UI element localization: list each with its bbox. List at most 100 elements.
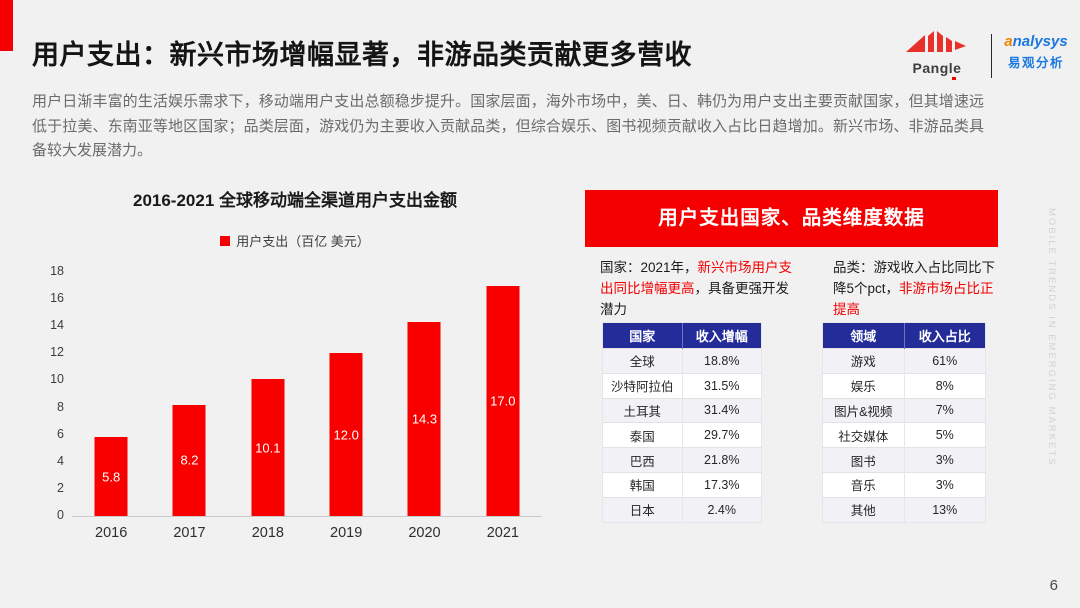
panel-header: 用户支出国家、品类维度数据 [585, 190, 998, 247]
note-category: 品类：游戏收入占比同比下降5个pct，非游市场占比正提高 [833, 257, 997, 320]
category-table-cell: 3% [903, 471, 986, 498]
category-table-cell: 图书 [822, 447, 904, 473]
category-table-cell: 13% [903, 496, 986, 523]
category-table-header-row: 领域 收入占比 [822, 322, 986, 349]
country-table-cell: 31.5% [681, 372, 762, 399]
bar-2018: 10.1 [251, 379, 285, 516]
pangle-label: Pangle [912, 60, 962, 76]
note-category-highlight: 非游市场占比正提高 [833, 281, 994, 317]
bar-slot-2020: 14.3 2020 [385, 272, 463, 541]
bar-2016: 5.8 [94, 437, 128, 516]
note-category-text: 品类：游戏收入占比同比下降5个pct， [833, 260, 995, 296]
bar-slot-2017: 8.2 2017 [150, 272, 228, 541]
chart-plot: 0 2 4 6 8 10 12 14 16 18 5.8 2016 8.2 2017 10.1 2018 12.… [50, 264, 542, 541]
country-table-cell: 沙特阿拉伯 [602, 372, 682, 399]
category-table-cell: 7% [903, 397, 986, 423]
country-table-cell: 21.8% [681, 447, 762, 473]
bar-slot-2018: 10.1 2018 [229, 272, 307, 541]
country-table-header-cell: 收入增幅 [681, 322, 762, 349]
country-table-row: 全球 18.8% [602, 348, 762, 374]
category-table-row: 娱乐 8% [822, 372, 986, 399]
y-axis-tick-8: 8 [57, 399, 64, 414]
country-table-header-row: 国家 收入增幅 [602, 322, 762, 349]
country-table-cell: 17.3% [681, 471, 762, 498]
category-table-cell: 5% [903, 422, 986, 448]
y-axis-tick-4: 4 [57, 453, 64, 468]
note-country: 国家：2021年，新兴市场用户支出同比增幅更高，具备更强开发潜力 [600, 257, 796, 320]
analysys-wordmark: analysys [1001, 33, 1071, 50]
bar-2017: 8.2 [172, 404, 206, 516]
category-table-row: 其他 13% [822, 496, 986, 523]
y-axis-tick-16: 16 [50, 291, 64, 306]
bar-value-label-2019: 12.0 [333, 427, 359, 443]
x-axis-label-2018: 2018 [251, 525, 284, 541]
bar-2021: 17.0 [486, 285, 520, 516]
category-table-header-cell: 领域 [822, 322, 904, 349]
category-table-cell: 图片&视频 [822, 397, 904, 423]
analysys-cn-label: 易观分析 [1007, 56, 1064, 70]
country-table-row: 巴西 21.8% [602, 447, 762, 473]
category-table-row: 社交媒体 5% [822, 422, 986, 448]
x-axis-label-2017: 2017 [173, 525, 206, 541]
chart-title: 2016-2021 全球移动端全渠道用户支出金额 [132, 191, 458, 210]
category-table-header-cell: 收入占比 [903, 322, 986, 349]
category-table-row: 图片&视频 7% [822, 397, 986, 423]
country-table-row: 土耳其 31.4% [602, 397, 762, 423]
note-country-text: ，具备更强开发潜力 [600, 281, 789, 317]
country-table: 国家 收入增幅 全球 18.8% 沙特阿拉伯 31.5% 土耳其 31.4% 泰国 29.7% 巴西… [602, 322, 762, 523]
bar-value-label-2016: 5.8 [102, 469, 121, 485]
note-country-highlight: 新兴市场用户支出同比增幅更高 [600, 260, 793, 296]
country-table-cell: 全球 [602, 348, 682, 374]
title-accent-bar [0, 0, 13, 51]
country-table-cell: 韩国 [602, 471, 682, 498]
country-table-row: 日本 2.4% [602, 496, 762, 523]
x-axis-label-2021: 2021 [486, 525, 519, 541]
user-spending-bar-chart: 2016-2021 全球移动端全渠道用户支出金额 用户支出（百亿 美元） 0 2 4… [30, 178, 560, 578]
category-table-cell: 3% [903, 447, 986, 473]
country-table-cell: 泰国 [602, 422, 682, 448]
bar-value-label-2017: 8.2 [180, 452, 199, 468]
pangle-mountain-icon [906, 31, 966, 52]
country-table-cell: 2.4% [681, 496, 762, 523]
bar-value-label-2021: 17.0 [490, 393, 516, 409]
country-table-cell: 31.4% [681, 397, 762, 423]
bar-2020: 14.3 [407, 322, 441, 516]
x-axis-label-2016: 2016 [95, 525, 128, 541]
category-table-cell: 其他 [822, 496, 904, 523]
y-axis-tick-0: 0 [57, 508, 64, 522]
y-axis-tick-14: 14 [50, 318, 64, 333]
category-table-cell: 8% [903, 372, 986, 399]
side-watermark: MOBILE TRENDS IN EMERGING MARKETS [1046, 208, 1057, 467]
country-table-cell: 29.7% [681, 422, 762, 448]
category-table-row: 图书 3% [822, 447, 986, 473]
analysys-logo: analysys 易观分析 [1001, 33, 1071, 71]
analysys-en-text: nalysys [1012, 33, 1068, 50]
bar-slot-2016: 5.8 2016 [72, 272, 150, 541]
bar-value-label-2020: 14.3 [411, 411, 438, 427]
country-table-cell: 土耳其 [602, 397, 682, 423]
analysys-a-swirl-icon: a [1004, 33, 1013, 50]
country-table-header-cell: 国家 [602, 322, 682, 349]
legend-swatch-icon [220, 236, 231, 246]
country-table-cell: 日本 [602, 496, 682, 523]
category-table-cell: 社交媒体 [822, 422, 904, 448]
country-table-cell: 18.8% [681, 348, 762, 374]
y-axis-tick-6: 6 [57, 426, 64, 441]
pangle-g-dot [952, 77, 957, 80]
page-number: 6 [1049, 577, 1058, 594]
intro-paragraph: 用户日渐丰富的生活娱乐需求下，移动端用户支出总额稳步提升。国家层面，海外市场中，… [32, 93, 984, 159]
y-axis-tick-2: 2 [57, 480, 64, 495]
bar-slot-2019: 12.0 2019 [307, 272, 385, 541]
page-title: 用户支出：新兴市场增幅显著，非游品类贡献更多营收 [32, 40, 692, 70]
bar-value-label-2018: 10.1 [255, 440, 281, 456]
category-table-row: 游戏 61% [822, 348, 986, 374]
bar-2019: 12.0 [329, 353, 363, 516]
x-axis-label-2019: 2019 [330, 525, 363, 541]
country-table-row: 泰国 29.7% [602, 422, 762, 448]
y-axis-tick-18: 18 [50, 264, 64, 278]
pangle-logo: Pangle [893, 31, 981, 80]
country-table-row: 沙特阿拉伯 31.5% [602, 372, 762, 399]
bar-slot-2021: 17.0 2021 [464, 272, 542, 541]
chart-legend: 用户支出（百亿 美元） [30, 231, 560, 250]
